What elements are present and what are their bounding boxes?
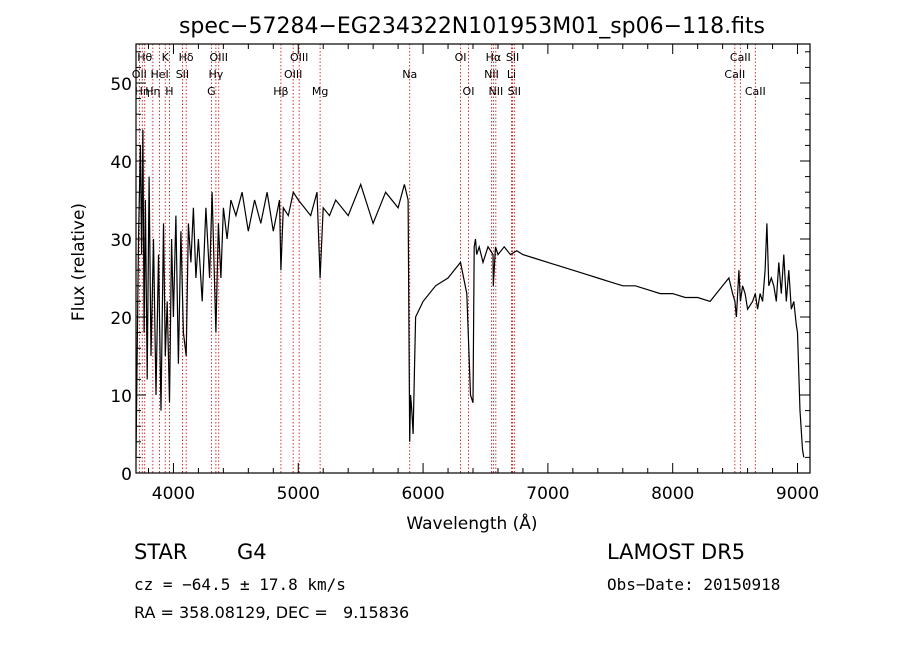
y-tick-label-3: 30 bbox=[110, 231, 132, 251]
plot-frame bbox=[135, 43, 811, 474]
y-tick-label-2: 20 bbox=[110, 309, 132, 329]
line-marker-label-5: K bbox=[162, 51, 170, 64]
line-marker-label-1: Hη bbox=[135, 85, 150, 98]
y-tick-label-0: 0 bbox=[121, 465, 132, 485]
line-marker-label-24: SII bbox=[508, 85, 521, 98]
x-tick-label-4: 8000 bbox=[651, 484, 694, 504]
line-marker-label-2: Hθ bbox=[137, 51, 152, 64]
line-marker-label-19: NII bbox=[484, 68, 499, 81]
x-axis-label: Wavelength (Å) bbox=[406, 512, 537, 534]
object-subclass: G4 bbox=[237, 540, 267, 564]
line-marker-label-3: Hη bbox=[145, 85, 160, 98]
line-marker-label-6: H bbox=[165, 85, 173, 98]
line-marker-label-4: HeI bbox=[150, 68, 168, 81]
line-marker-label-13: OIII bbox=[284, 68, 302, 81]
y-tick-label-5: 50 bbox=[110, 75, 132, 95]
line-marker-label-18: OI bbox=[463, 85, 475, 98]
x-tick-label-5: 9000 bbox=[776, 484, 819, 504]
y-axis-label: Flux (relative) bbox=[69, 203, 89, 321]
x-tick-label-2: 6000 bbox=[401, 484, 444, 504]
line-marker-label-8: SII bbox=[176, 68, 189, 81]
line-marker-label-20: Hα bbox=[486, 51, 502, 64]
line-marker-label-9: G bbox=[207, 85, 216, 98]
line-marker-label-26: CaII bbox=[730, 51, 751, 64]
line-marker-label-16: Na bbox=[402, 68, 417, 81]
line-markers bbox=[138, 44, 756, 473]
line-marker-label-25: CaII bbox=[724, 68, 745, 81]
line-marker-label-22: Li bbox=[507, 68, 516, 81]
line-marker-label-10: Hγ bbox=[208, 68, 223, 81]
line-marker-labels: OIIHηHθHηHeIKHHδSIIGHγOIIIHβOIIIOIIIMgNa… bbox=[132, 51, 766, 98]
x-axis-ticks: 4000 5000 6000 7000 8000 9000 bbox=[147, 44, 819, 504]
spectrum-series-line bbox=[135, 129, 805, 458]
velocity-readout: cz = −64.5 ± 17.8 km/s bbox=[134, 575, 346, 594]
line-marker-label-15: Mg bbox=[312, 85, 328, 98]
survey-name: LAMOST DR5 bbox=[607, 540, 746, 564]
chart-title: spec−57284−EG234322N101953M01_sp06−118.f… bbox=[179, 14, 765, 39]
object-class: STAR bbox=[134, 540, 188, 564]
line-marker-label-7: Hδ bbox=[179, 51, 194, 64]
y-axis-ticks: 0 10 20 30 40 50 bbox=[110, 51, 810, 485]
y-tick-label-4: 40 bbox=[110, 153, 132, 173]
line-marker-label-14: OIII bbox=[290, 51, 308, 64]
observation-date: Obs−Date: 20150918 bbox=[607, 575, 781, 594]
line-marker-label-17: OI bbox=[455, 51, 467, 64]
line-marker-label-12: Hβ bbox=[273, 85, 288, 98]
coordinates-readout: RA = 358.08129, DEC = 9.15836 bbox=[134, 603, 410, 622]
y-tick-label-1: 10 bbox=[110, 387, 132, 407]
line-marker-label-27: CaII bbox=[745, 85, 766, 98]
line-marker-label-11: OIII bbox=[210, 51, 228, 64]
line-marker-label-23: SII bbox=[506, 51, 519, 64]
x-tick-label-0: 4000 bbox=[152, 484, 195, 504]
x-tick-label-3: 7000 bbox=[526, 484, 569, 504]
line-marker-label-0: OII bbox=[132, 68, 147, 81]
x-tick-label-1: 5000 bbox=[277, 484, 320, 504]
line-marker-label-21: NII bbox=[488, 85, 503, 98]
